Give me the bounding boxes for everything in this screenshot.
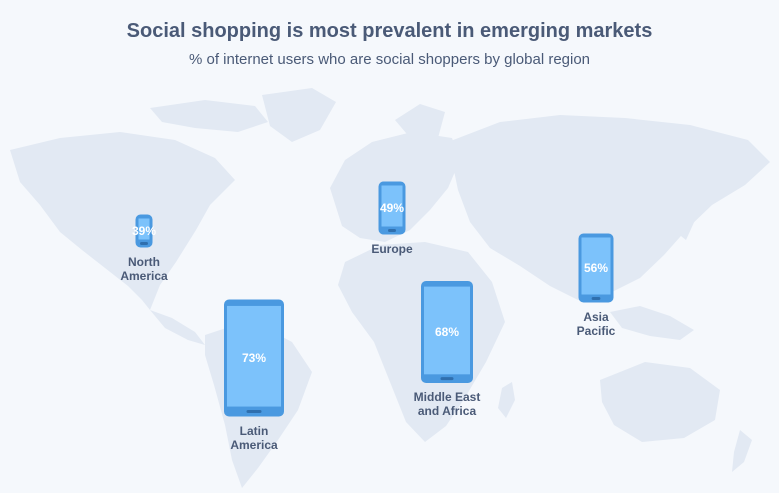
phone-home-button [591, 297, 601, 300]
chart-title: Social shopping is most prevalent in eme… [126, 20, 653, 42]
region-label-middle-east-africa: Middle East and Africa [387, 390, 507, 418]
value-label: 56% [584, 261, 608, 275]
phone-home-button [140, 242, 148, 245]
central-america-landmass [150, 310, 205, 345]
value-label: 73% [242, 351, 266, 365]
region-label-line: America [230, 437, 278, 452]
region-label-line: and Africa [417, 404, 477, 418]
japan-landmass [676, 202, 696, 240]
southeast-asia-islands [610, 306, 694, 340]
region-label-europe: Europe [332, 242, 452, 256]
region-label-line: Middle East [413, 390, 481, 404]
phone-screen [424, 286, 470, 375]
phone-marker-latin-america: 73% [224, 299, 284, 417]
region-label-line: Pacific [576, 323, 616, 338]
phone-screen [381, 185, 403, 227]
phone-markers-layer: 39% 49% 56% 68% 73% [132, 181, 614, 417]
region-label-line: North [128, 254, 160, 269]
madagascar-landmass [498, 382, 515, 418]
phone-screen [581, 237, 611, 295]
phone-home-button [440, 377, 454, 381]
canada-arctic-landmass [150, 100, 268, 132]
asia-landmass [448, 115, 770, 300]
scandinavia-landmass [395, 104, 445, 140]
phone-screen [138, 218, 150, 240]
value-label: 68% [435, 325, 459, 339]
phone-marker-europe: 49% [378, 181, 406, 235]
phone-home-button [388, 229, 396, 232]
region-label-line: Asia [583, 309, 609, 324]
north-america-landmass [10, 132, 235, 310]
region-label-latin-america: Latin America [194, 424, 314, 452]
phone-marker-middle-east-africa: 68% [421, 281, 473, 383]
region-label-line: Latin [239, 423, 269, 438]
new-zealand-landmass [732, 430, 752, 472]
australia-landmass [600, 362, 720, 442]
phone-marker-north-america: 39% [132, 214, 156, 248]
region-label-asia-pacific: Asia Pacific [536, 310, 656, 338]
region-label-line: Europe [371, 241, 413, 256]
region-label-north-america: North America [84, 255, 204, 283]
phone-home-button [246, 410, 262, 414]
chart-subtitle: % of internet users who are social shopp… [188, 51, 591, 68]
world-map-background [10, 88, 770, 488]
region-label-line: America [120, 268, 168, 283]
phone-marker-asia-pacific: 56% [578, 233, 614, 303]
value-label: 49% [380, 201, 404, 215]
value-label: 39% [132, 224, 156, 238]
greenland-landmass [262, 88, 336, 142]
phone-screen [227, 305, 281, 407]
